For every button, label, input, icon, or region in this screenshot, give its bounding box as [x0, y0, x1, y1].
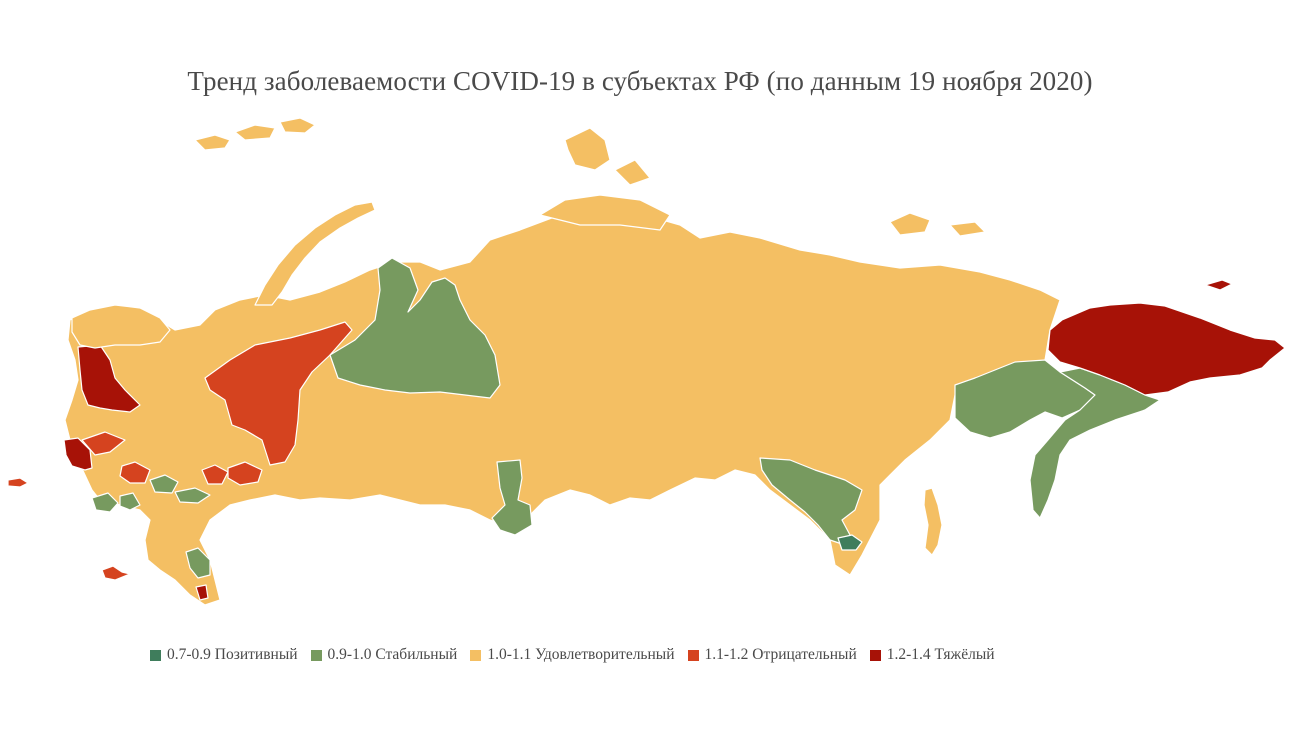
region-novaya-zemlya — [254, 201, 376, 306]
legend-swatch-icon — [150, 649, 161, 661]
legend-item-1.1-1.2: 1.1-1.2 Отрицательный — [687, 646, 857, 664]
legend: 0.7-0.9 Позитивный 0.9-1.0 Стабильный 1.0-… — [150, 646, 1008, 664]
legend-label: 1.2-1.4 Тяжёлый — [886, 646, 995, 663]
region-central-stable-1 — [149, 474, 179, 494]
map-title: Тренд заболеваемости COVID-19 в субъекта… — [0, 66, 1260, 97]
region-chukotka — [1047, 302, 1286, 396]
legend-label: 0.9-1.0 Стабильный — [327, 646, 458, 663]
legend-item-0.7-0.9: 0.7-0.9 Позитивный — [150, 646, 298, 664]
legend-swatch-icon — [470, 649, 482, 661]
map-title-text: Тренд заболеваемости COVID-19 в субъекта… — [187, 66, 1093, 96]
region-west-stable-2 — [119, 492, 141, 511]
region-volga-negative-1 — [201, 464, 229, 485]
legend-label: 1.0-1.1 Удовлетворительный — [487, 646, 675, 663]
region-west-stable-1 — [91, 492, 119, 513]
legend-label: 0.7-0.9 Позитивный — [167, 646, 298, 663]
region-wrangel-island — [1204, 279, 1233, 291]
region-karelia — [77, 344, 141, 413]
legend-label: 1.1-1.2 Отрицательный — [704, 646, 857, 663]
region-new-siberian-islands — [889, 212, 986, 237]
region-kaliningrad — [7, 477, 29, 488]
region-leningrad-spb — [63, 437, 93, 471]
legend-swatch-icon — [687, 649, 699, 661]
region-sakhalin — [923, 487, 943, 556]
regions-layer — [7, 117, 1286, 606]
region-severnaya-zemlya — [564, 127, 651, 186]
region-primorye-south — [837, 534, 863, 551]
legend-swatch-icon — [869, 649, 881, 661]
region-yamalo-nenets-khanty — [329, 257, 501, 399]
legend-item-1.2-1.4: 1.2-1.4 Тяжёлый — [869, 646, 995, 664]
region-kola-peninsula — [71, 304, 171, 349]
region-taymyr-coast — [539, 194, 671, 231]
region-central-stable-2 — [174, 487, 211, 504]
legend-swatch-icon — [310, 649, 322, 661]
region-novgorod-vologda — [81, 431, 126, 456]
legend-item-1.0-1.1: 1.0-1.1 Удовлетворительный — [470, 646, 675, 664]
region-kemerovo-altai — [491, 459, 533, 536]
region-main-territory — [64, 199, 1061, 606]
region-komi — [204, 321, 353, 466]
region-franz-josef-land — [194, 117, 316, 151]
legend-item-0.9-1.0: 0.9-1.0 Стабильный — [310, 646, 458, 664]
region-caucasus-stable — [185, 547, 211, 579]
region-crimea — [101, 565, 131, 581]
region-moscow-region — [119, 461, 151, 484]
region-volga-negative-2 — [227, 461, 263, 486]
region-caucasus-severe — [195, 584, 209, 601]
